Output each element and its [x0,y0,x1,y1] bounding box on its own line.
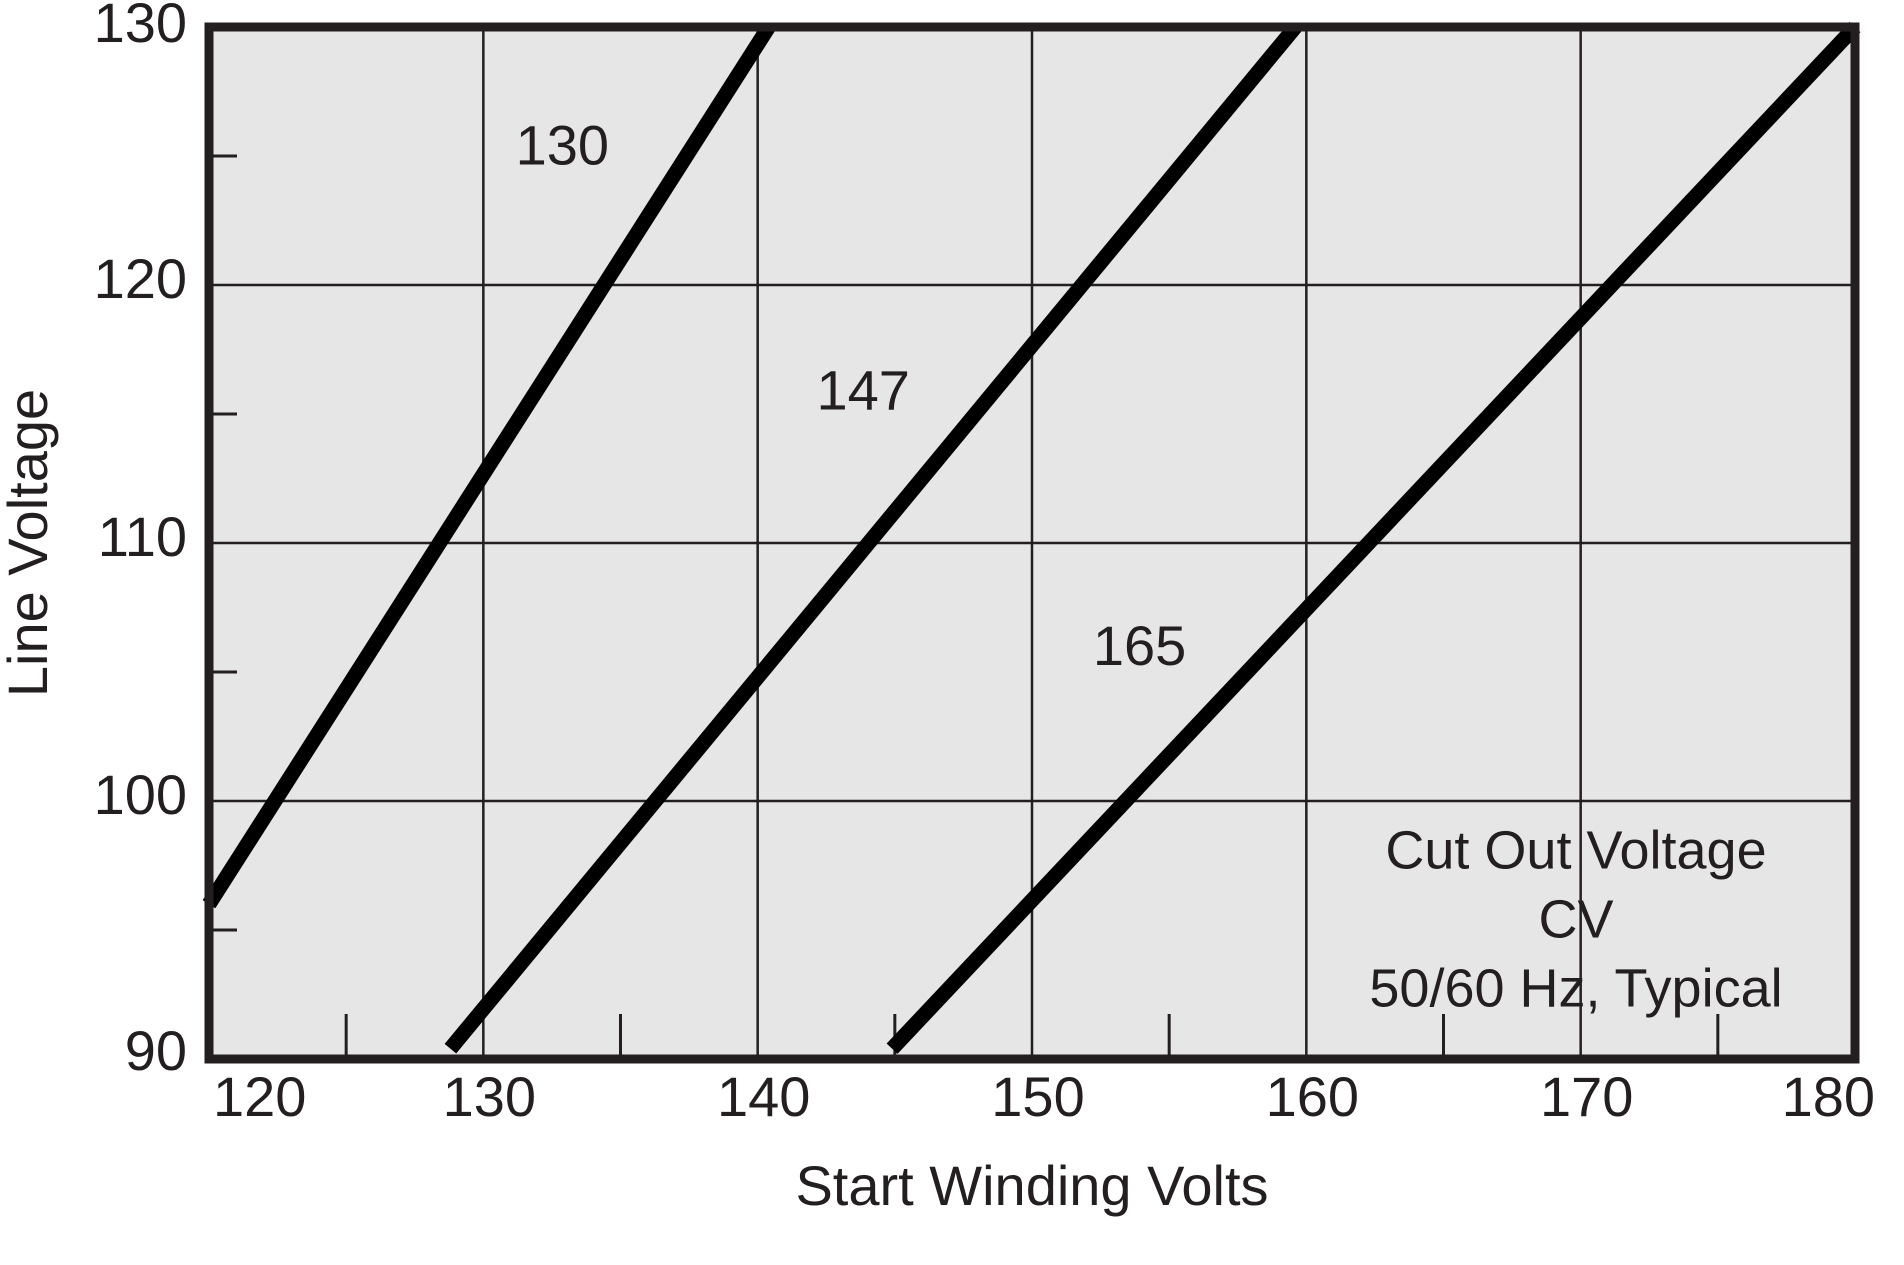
y-axis-title: Line Voltage [0,389,59,697]
series-label: 147 [816,359,909,422]
annotation: Cut Out Voltage [1385,820,1766,880]
x-tick-label: 140 [717,1065,810,1128]
x-tick-label: 160 [1266,1065,1359,1128]
annotation: CV [1538,889,1613,949]
series-label: 130 [516,114,609,177]
annotation: 50/60 Hz, Typical [1369,958,1782,1018]
y-tick-label: 130 [94,0,187,54]
y-tick-label: 90 [125,1019,187,1082]
data-line [886,21,1861,1054]
plot-border [204,22,1860,1064]
x-tick-label: 130 [443,1065,536,1128]
x-tick-label: 120 [213,1065,306,1128]
y-tick-label: 110 [98,505,187,568]
x-tick-label: 170 [1540,1065,1633,1128]
x-axis-title: Start Winding Volts [795,1154,1268,1217]
x-tick-label: 150 [991,1065,1084,1128]
series-label: 165 [1093,614,1186,677]
data-line [202,22,775,909]
y-tick-label: 100 [94,763,187,826]
y-tick-label: 120 [94,247,187,310]
data-line [444,22,1302,1054]
x-tick-label: 180 [1782,1065,1875,1128]
